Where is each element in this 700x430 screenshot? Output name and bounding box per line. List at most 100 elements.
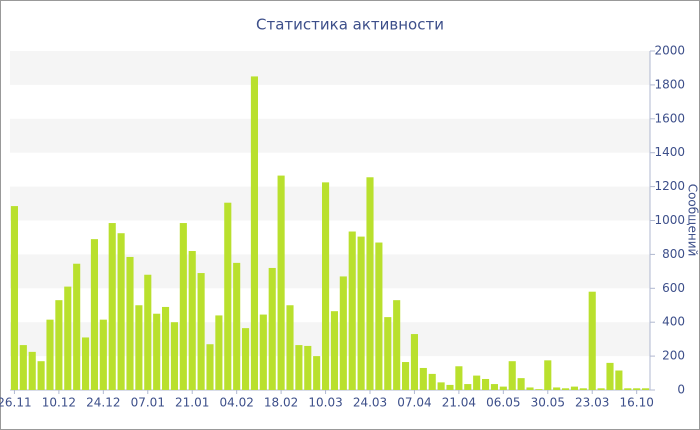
bar	[322, 182, 330, 390]
bar	[402, 362, 410, 390]
bar	[162, 306, 170, 390]
bar	[642, 388, 650, 390]
bar	[55, 300, 63, 390]
bar	[99, 319, 107, 390]
bar	[482, 378, 490, 390]
bar	[339, 276, 347, 390]
x-tick-label: 21.01	[175, 396, 209, 410]
bar	[90, 239, 98, 390]
bar	[250, 76, 258, 391]
x-tick-label: 24.12	[86, 396, 120, 410]
bar	[286, 305, 294, 390]
x-tick-label: 10.12	[42, 396, 76, 410]
bar	[37, 361, 45, 390]
bar	[526, 387, 534, 390]
y-tick-label: 1400	[654, 145, 685, 159]
bar	[624, 388, 632, 390]
bar	[375, 242, 383, 390]
bar	[242, 328, 250, 390]
bar	[437, 382, 445, 390]
bar	[428, 373, 436, 390]
bar	[28, 351, 36, 390]
bar	[597, 388, 605, 390]
bar	[215, 315, 223, 390]
y-tick-label: 200	[662, 349, 685, 363]
bar	[588, 291, 596, 390]
bar	[153, 313, 161, 390]
bar	[313, 356, 321, 390]
bar	[410, 334, 418, 390]
bar	[117, 233, 125, 390]
grid-band	[10, 254, 650, 289]
bar	[553, 387, 561, 390]
bar	[259, 314, 267, 390]
bar	[188, 251, 196, 390]
bar	[579, 388, 587, 390]
y-tick-label: 800	[662, 247, 685, 261]
x-tick-label: 21.04	[442, 396, 476, 410]
x-tick-label: 26.11	[0, 396, 32, 410]
bar	[224, 202, 232, 390]
y-tick-label: 0	[677, 383, 685, 397]
bar	[10, 206, 18, 390]
chart-title: Статистика активности	[256, 16, 444, 34]
bar	[544, 360, 552, 390]
bar	[464, 384, 472, 390]
bar	[135, 305, 143, 390]
x-tick-label: 24.03	[353, 396, 387, 410]
bar	[490, 384, 498, 390]
bar	[64, 286, 72, 390]
grid-band	[10, 322, 650, 357]
bar	[535, 389, 543, 390]
bar	[419, 367, 427, 390]
bar	[633, 388, 641, 390]
bar	[277, 175, 285, 390]
x-tick-label: 23.03	[575, 396, 609, 410]
bar	[393, 300, 401, 390]
bar	[206, 344, 214, 390]
x-tick-label: 07.04	[397, 396, 431, 410]
bar	[562, 388, 570, 390]
y-tick-label: 600	[662, 281, 685, 295]
bar	[330, 311, 338, 390]
x-tick-label: 06.05	[486, 396, 520, 410]
y-tick-label: 400	[662, 315, 685, 329]
bar	[455, 366, 463, 390]
bar	[570, 386, 578, 390]
y-axis-label: Сообщений	[686, 184, 700, 257]
y-tick-label: 1000	[654, 213, 685, 227]
bar	[108, 223, 116, 390]
y-tick-label: 1800	[654, 77, 685, 91]
bar	[233, 262, 241, 390]
bar	[357, 236, 365, 390]
bar	[144, 274, 152, 390]
bar	[473, 375, 481, 390]
x-tick-label: 18.02	[264, 396, 298, 410]
bar	[304, 345, 312, 390]
bar	[615, 370, 623, 390]
bar	[126, 256, 134, 390]
bar	[82, 337, 90, 390]
y-tick-label: 2000	[654, 44, 685, 58]
bar	[606, 362, 614, 390]
bar	[197, 273, 205, 390]
bar	[366, 177, 374, 390]
bar	[179, 223, 187, 390]
x-tick-label: 10.03	[308, 396, 342, 410]
bar	[170, 322, 178, 390]
grid-band	[10, 118, 650, 153]
bar	[295, 345, 303, 390]
bar	[348, 231, 356, 390]
bar	[73, 263, 81, 390]
x-tick-label: 07.01	[131, 396, 165, 410]
grid-band	[10, 51, 650, 85]
bar	[46, 319, 54, 390]
bar	[19, 345, 27, 390]
y-tick-label: 1200	[654, 179, 685, 193]
grid-band	[10, 186, 650, 221]
bar	[384, 317, 392, 390]
bar	[446, 384, 454, 390]
bar	[508, 361, 516, 390]
bar	[517, 378, 525, 390]
y-tick-label: 1600	[654, 111, 685, 125]
